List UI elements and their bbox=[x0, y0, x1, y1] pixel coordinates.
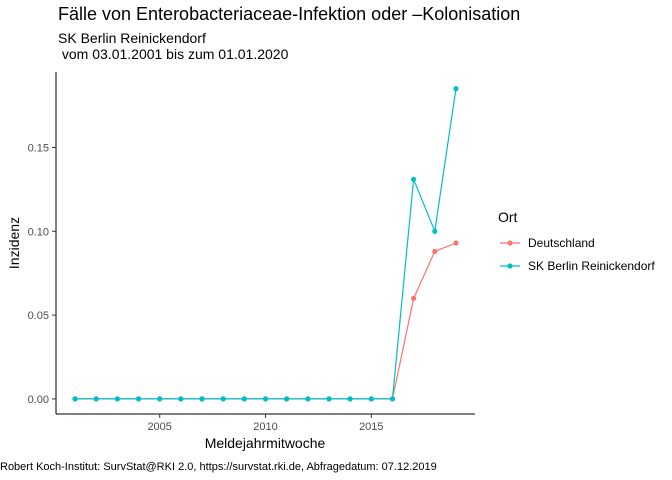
data-point-sk-berlin-reinickendorf bbox=[72, 396, 78, 402]
data-point-sk-berlin-reinickendorf bbox=[368, 396, 374, 402]
y-axis-title: Inzidenz bbox=[6, 217, 22, 269]
data-point-sk-berlin-reinickendorf bbox=[453, 86, 459, 92]
data-point-sk-berlin-reinickendorf bbox=[389, 396, 396, 402]
plot-panel: 0.00 0.05 0.10 0.15 2005 2010 2015 bbox=[28, 72, 475, 433]
legend-items: Deutschland SK Berlin Reinickendorf bbox=[500, 236, 655, 273]
chart-subtitle-line1: SK Berlin Reinickendorf bbox=[58, 30, 206, 46]
y-tick-label: 0.05 bbox=[28, 310, 49, 322]
series-layer bbox=[72, 86, 459, 402]
legend-key-point bbox=[507, 263, 513, 269]
data-point-sk-berlin-reinickendorf bbox=[347, 396, 353, 402]
data-point-deutschland bbox=[453, 240, 459, 246]
data-point-sk-berlin-reinickendorf bbox=[432, 228, 438, 234]
x-axis-ticks: 2005 2010 2015 bbox=[147, 414, 384, 433]
y-tick-label: 0.15 bbox=[28, 142, 49, 154]
data-point-sk-berlin-reinickendorf bbox=[305, 396, 311, 402]
data-point-sk-berlin-reinickendorf bbox=[284, 396, 290, 402]
data-point-sk-berlin-reinickendorf bbox=[114, 396, 120, 402]
chart-title: Fälle von Enterobacteriaceae-Infektion o… bbox=[58, 4, 520, 24]
data-point-sk-berlin-reinickendorf bbox=[199, 396, 205, 402]
data-point-sk-berlin-reinickendorf bbox=[178, 396, 184, 402]
legend-label: SK Berlin Reinickendorf bbox=[528, 259, 655, 273]
data-point-sk-berlin-reinickendorf bbox=[220, 396, 226, 402]
series-line-sk-berlin-reinickendorf bbox=[75, 88, 457, 400]
legend-title: Ort bbox=[498, 209, 518, 225]
data-point-sk-berlin-reinickendorf bbox=[241, 396, 247, 402]
data-point-deutschland bbox=[432, 248, 438, 254]
data-point-sk-berlin-reinickendorf bbox=[262, 396, 269, 402]
legend-key-point bbox=[507, 240, 513, 246]
data-point-sk-berlin-reinickendorf bbox=[135, 396, 142, 402]
x-tick-label: 2015 bbox=[359, 421, 383, 433]
data-point-sk-berlin-reinickendorf bbox=[93, 396, 99, 402]
x-axis-title: Meldejahrmitwoche bbox=[205, 435, 326, 451]
legend: Ort Deutschland SK Berlin Reinickendorf bbox=[498, 209, 655, 273]
series-sk-berlin-reinickendorf bbox=[72, 86, 459, 402]
data-point-sk-berlin-reinickendorf bbox=[411, 176, 417, 182]
series-deutschland bbox=[72, 240, 459, 402]
y-axis-ticks: 0.00 0.05 0.10 0.15 bbox=[28, 142, 56, 406]
x-tick-label: 2005 bbox=[147, 421, 171, 433]
legend-label: Deutschland bbox=[528, 236, 595, 250]
series-line-deutschland bbox=[75, 242, 457, 400]
x-tick-label: 2010 bbox=[253, 421, 277, 433]
legend-item-sk-berlin-reinickendorf: SK Berlin Reinickendorf bbox=[500, 259, 655, 273]
chart-subtitle-line2: vom 03.01.2001 bis zum 01.01.2020 bbox=[58, 46, 289, 62]
data-point-sk-berlin-reinickendorf bbox=[157, 396, 163, 402]
data-point-deutschland bbox=[411, 295, 417, 301]
data-point-sk-berlin-reinickendorf bbox=[326, 396, 332, 402]
chart-caption: Robert Koch-Institut: SurvStat@RKI 2.0, … bbox=[0, 461, 437, 473]
y-tick-label: 0.00 bbox=[28, 394, 49, 406]
y-tick-label: 0.10 bbox=[28, 226, 49, 238]
legend-item-deutschland: Deutschland bbox=[500, 236, 595, 250]
